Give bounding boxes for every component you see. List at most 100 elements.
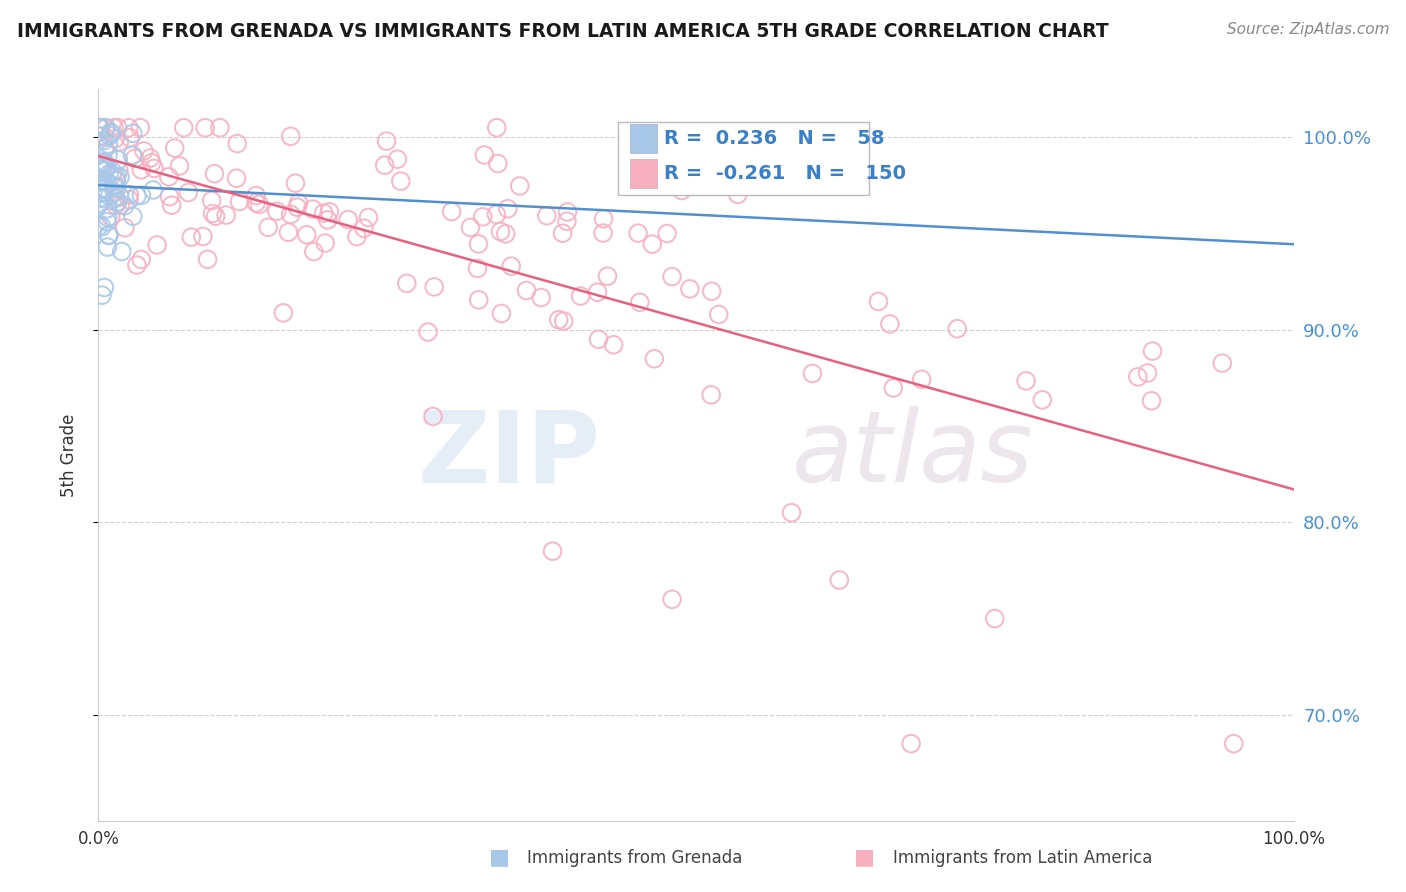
Point [110, 198, 132, 212]
Point [679, 282, 702, 296]
Point [96, 160, 118, 174]
FancyBboxPatch shape [619, 122, 869, 195]
Point [374, 158, 396, 172]
Point [104, 198, 127, 212]
Point [129, 120, 152, 135]
Point [97, 211, 120, 225]
Point [700, 285, 723, 299]
Point [104, 191, 127, 205]
Point [131, 162, 153, 177]
Point [105, 169, 128, 184]
Point [247, 197, 270, 211]
Point [118, 187, 141, 202]
Point [91, 185, 114, 199]
Point [139, 151, 162, 165]
Point [173, 120, 195, 135]
Point [100, 127, 122, 141]
Point [90, 219, 112, 234]
Point [471, 210, 494, 224]
Point [489, 225, 512, 239]
Point [467, 261, 489, 276]
Point [105, 191, 128, 205]
Point [91, 182, 114, 196]
Point [882, 381, 904, 395]
Point [146, 238, 169, 252]
Point [460, 220, 482, 235]
Point [118, 130, 141, 145]
Point [108, 170, 131, 185]
Point [114, 199, 136, 213]
Point [314, 236, 336, 251]
Point [1126, 370, 1149, 384]
Point [89, 120, 111, 135]
Point [90, 157, 112, 171]
Point [118, 193, 141, 207]
Point [177, 186, 200, 200]
Point [485, 120, 508, 135]
Point [707, 308, 730, 322]
Point [879, 317, 901, 331]
Point [197, 252, 219, 267]
Point [295, 227, 318, 242]
Point [592, 226, 614, 240]
Point [94, 120, 117, 135]
Point [215, 208, 238, 222]
Point [226, 136, 249, 151]
Bar [630, 159, 657, 188]
Point [94, 161, 117, 176]
Point [301, 202, 323, 216]
Point [287, 196, 309, 211]
Point [94, 182, 117, 196]
Point [104, 131, 127, 145]
Point [111, 244, 134, 259]
Point [108, 189, 131, 203]
Point [501, 259, 523, 273]
Point [485, 207, 508, 221]
Point [96, 202, 118, 216]
Point [557, 205, 579, 219]
Point [108, 135, 131, 149]
Point [180, 230, 202, 244]
Point [547, 312, 569, 326]
Point [107, 194, 129, 209]
Point [357, 211, 380, 225]
Point [661, 269, 683, 284]
Point [90, 162, 112, 177]
Point [103, 120, 125, 135]
Point [416, 325, 439, 339]
Point [1031, 392, 1053, 407]
Point [277, 225, 299, 239]
Point [592, 211, 614, 226]
Text: IMMIGRANTS FROM GRENADA VS IMMIGRANTS FROM LATIN AMERICA 5TH GRADE CORRELATION C: IMMIGRANTS FROM GRENADA VS IMMIGRANTS FR… [17, 22, 1108, 41]
Point [132, 144, 155, 158]
Point [142, 183, 165, 197]
Point [96, 175, 118, 189]
Point [143, 161, 166, 176]
Point [467, 293, 489, 307]
Point [204, 167, 226, 181]
Point [90, 120, 112, 135]
Point [157, 169, 180, 184]
Point [103, 185, 125, 199]
Point [91, 192, 114, 206]
Point [201, 194, 224, 208]
Point [643, 351, 665, 366]
Text: ■: ■ [489, 847, 509, 867]
Point [89, 186, 111, 200]
Bar [630, 124, 657, 153]
Point [530, 291, 553, 305]
Point [201, 206, 224, 220]
Point [89, 120, 111, 135]
Point [93, 134, 115, 148]
Point [121, 148, 143, 162]
Point [551, 226, 574, 240]
Point [163, 141, 186, 155]
Point [89, 120, 111, 135]
Point [97, 147, 120, 161]
Point [316, 213, 339, 227]
Point [661, 592, 683, 607]
Text: ZIP: ZIP [418, 407, 600, 503]
Point [1223, 737, 1246, 751]
Point [87, 219, 110, 234]
Point [94, 181, 117, 195]
